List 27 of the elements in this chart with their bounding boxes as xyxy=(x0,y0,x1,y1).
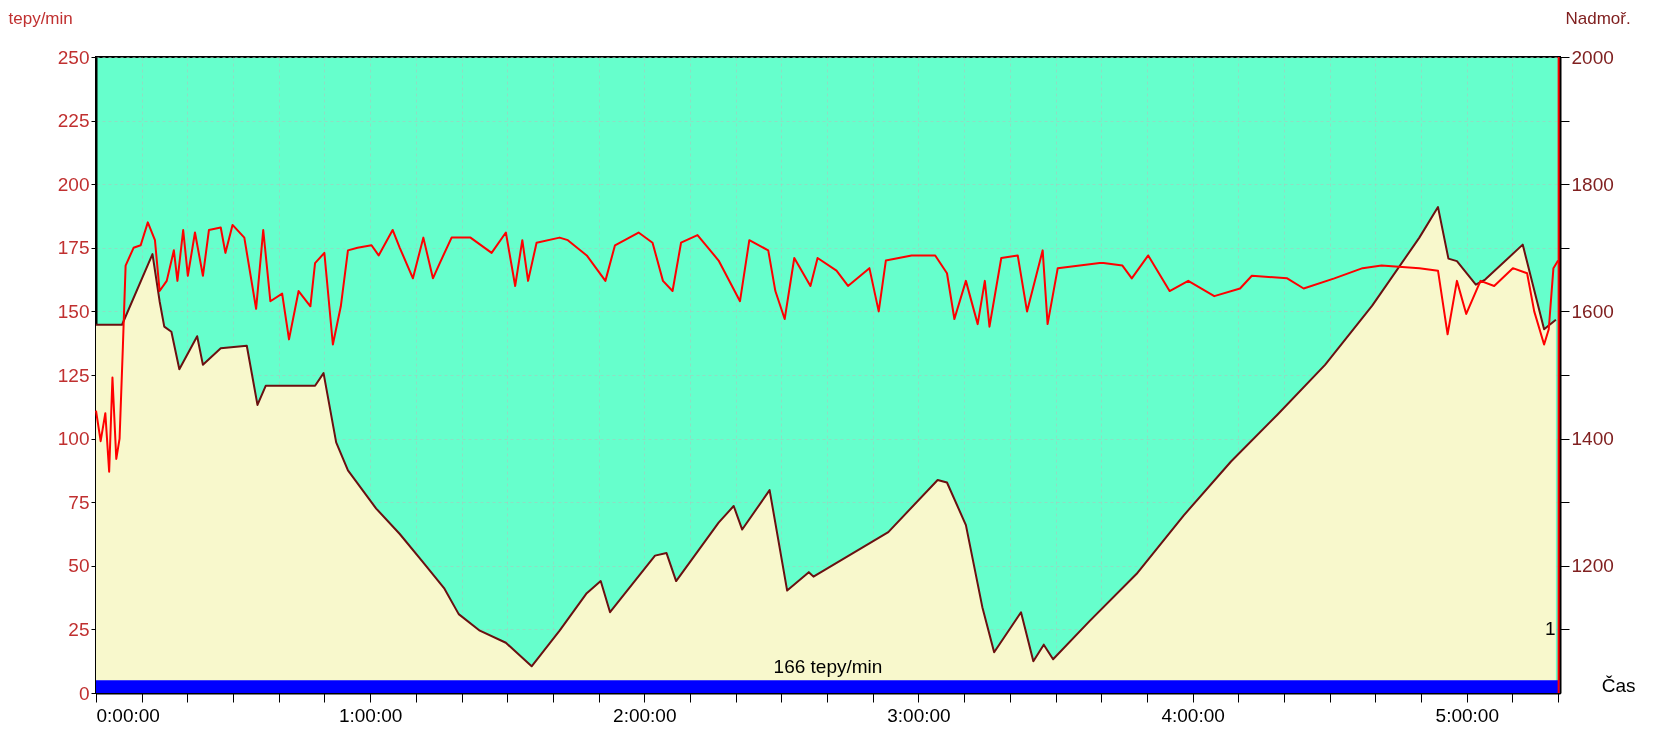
x-tick-label: 4:00:00 xyxy=(1161,704,1225,726)
y-tick-label: 175 xyxy=(57,237,90,259)
y-tick-label: 50 xyxy=(68,555,90,577)
y-tick-label: 25 xyxy=(68,618,90,640)
y-tick-label: 225 xyxy=(57,110,90,132)
x-tick-label: 5:00:00 xyxy=(1435,704,1499,726)
x-tick-label: 2:00:00 xyxy=(613,704,677,726)
band-label: 166 tepy/min xyxy=(773,656,883,678)
y-tick-label: 125 xyxy=(57,364,90,386)
x-tick-label: 3:00:00 xyxy=(887,704,951,726)
y2-axis-title: Nadmoř. xyxy=(1565,8,1631,28)
x-tick-label: 1:00:00 xyxy=(338,704,403,726)
y-axis-title: tepy/min xyxy=(8,8,73,28)
y-tick-label: 0 xyxy=(78,682,90,704)
y-tick-label: 200 xyxy=(57,173,90,195)
annotation: 1 xyxy=(1545,618,1556,640)
y2-tick-label: 1200 xyxy=(1571,555,1614,577)
y-tick-label: 250 xyxy=(57,46,90,68)
y2-tick-label: 2000 xyxy=(1571,46,1614,68)
x-tick-label: 0:00:00 xyxy=(96,704,160,726)
y2-tick-label: 1800 xyxy=(1571,173,1614,195)
x-axis-title: Čas xyxy=(1601,674,1636,696)
y2-tick-label: 1600 xyxy=(1571,300,1614,322)
y-tick-label: 75 xyxy=(68,491,90,513)
y2-tick-label: 1400 xyxy=(1571,428,1614,450)
y-tick-label: 100 xyxy=(57,428,90,450)
y-tick-label: 150 xyxy=(57,300,90,322)
